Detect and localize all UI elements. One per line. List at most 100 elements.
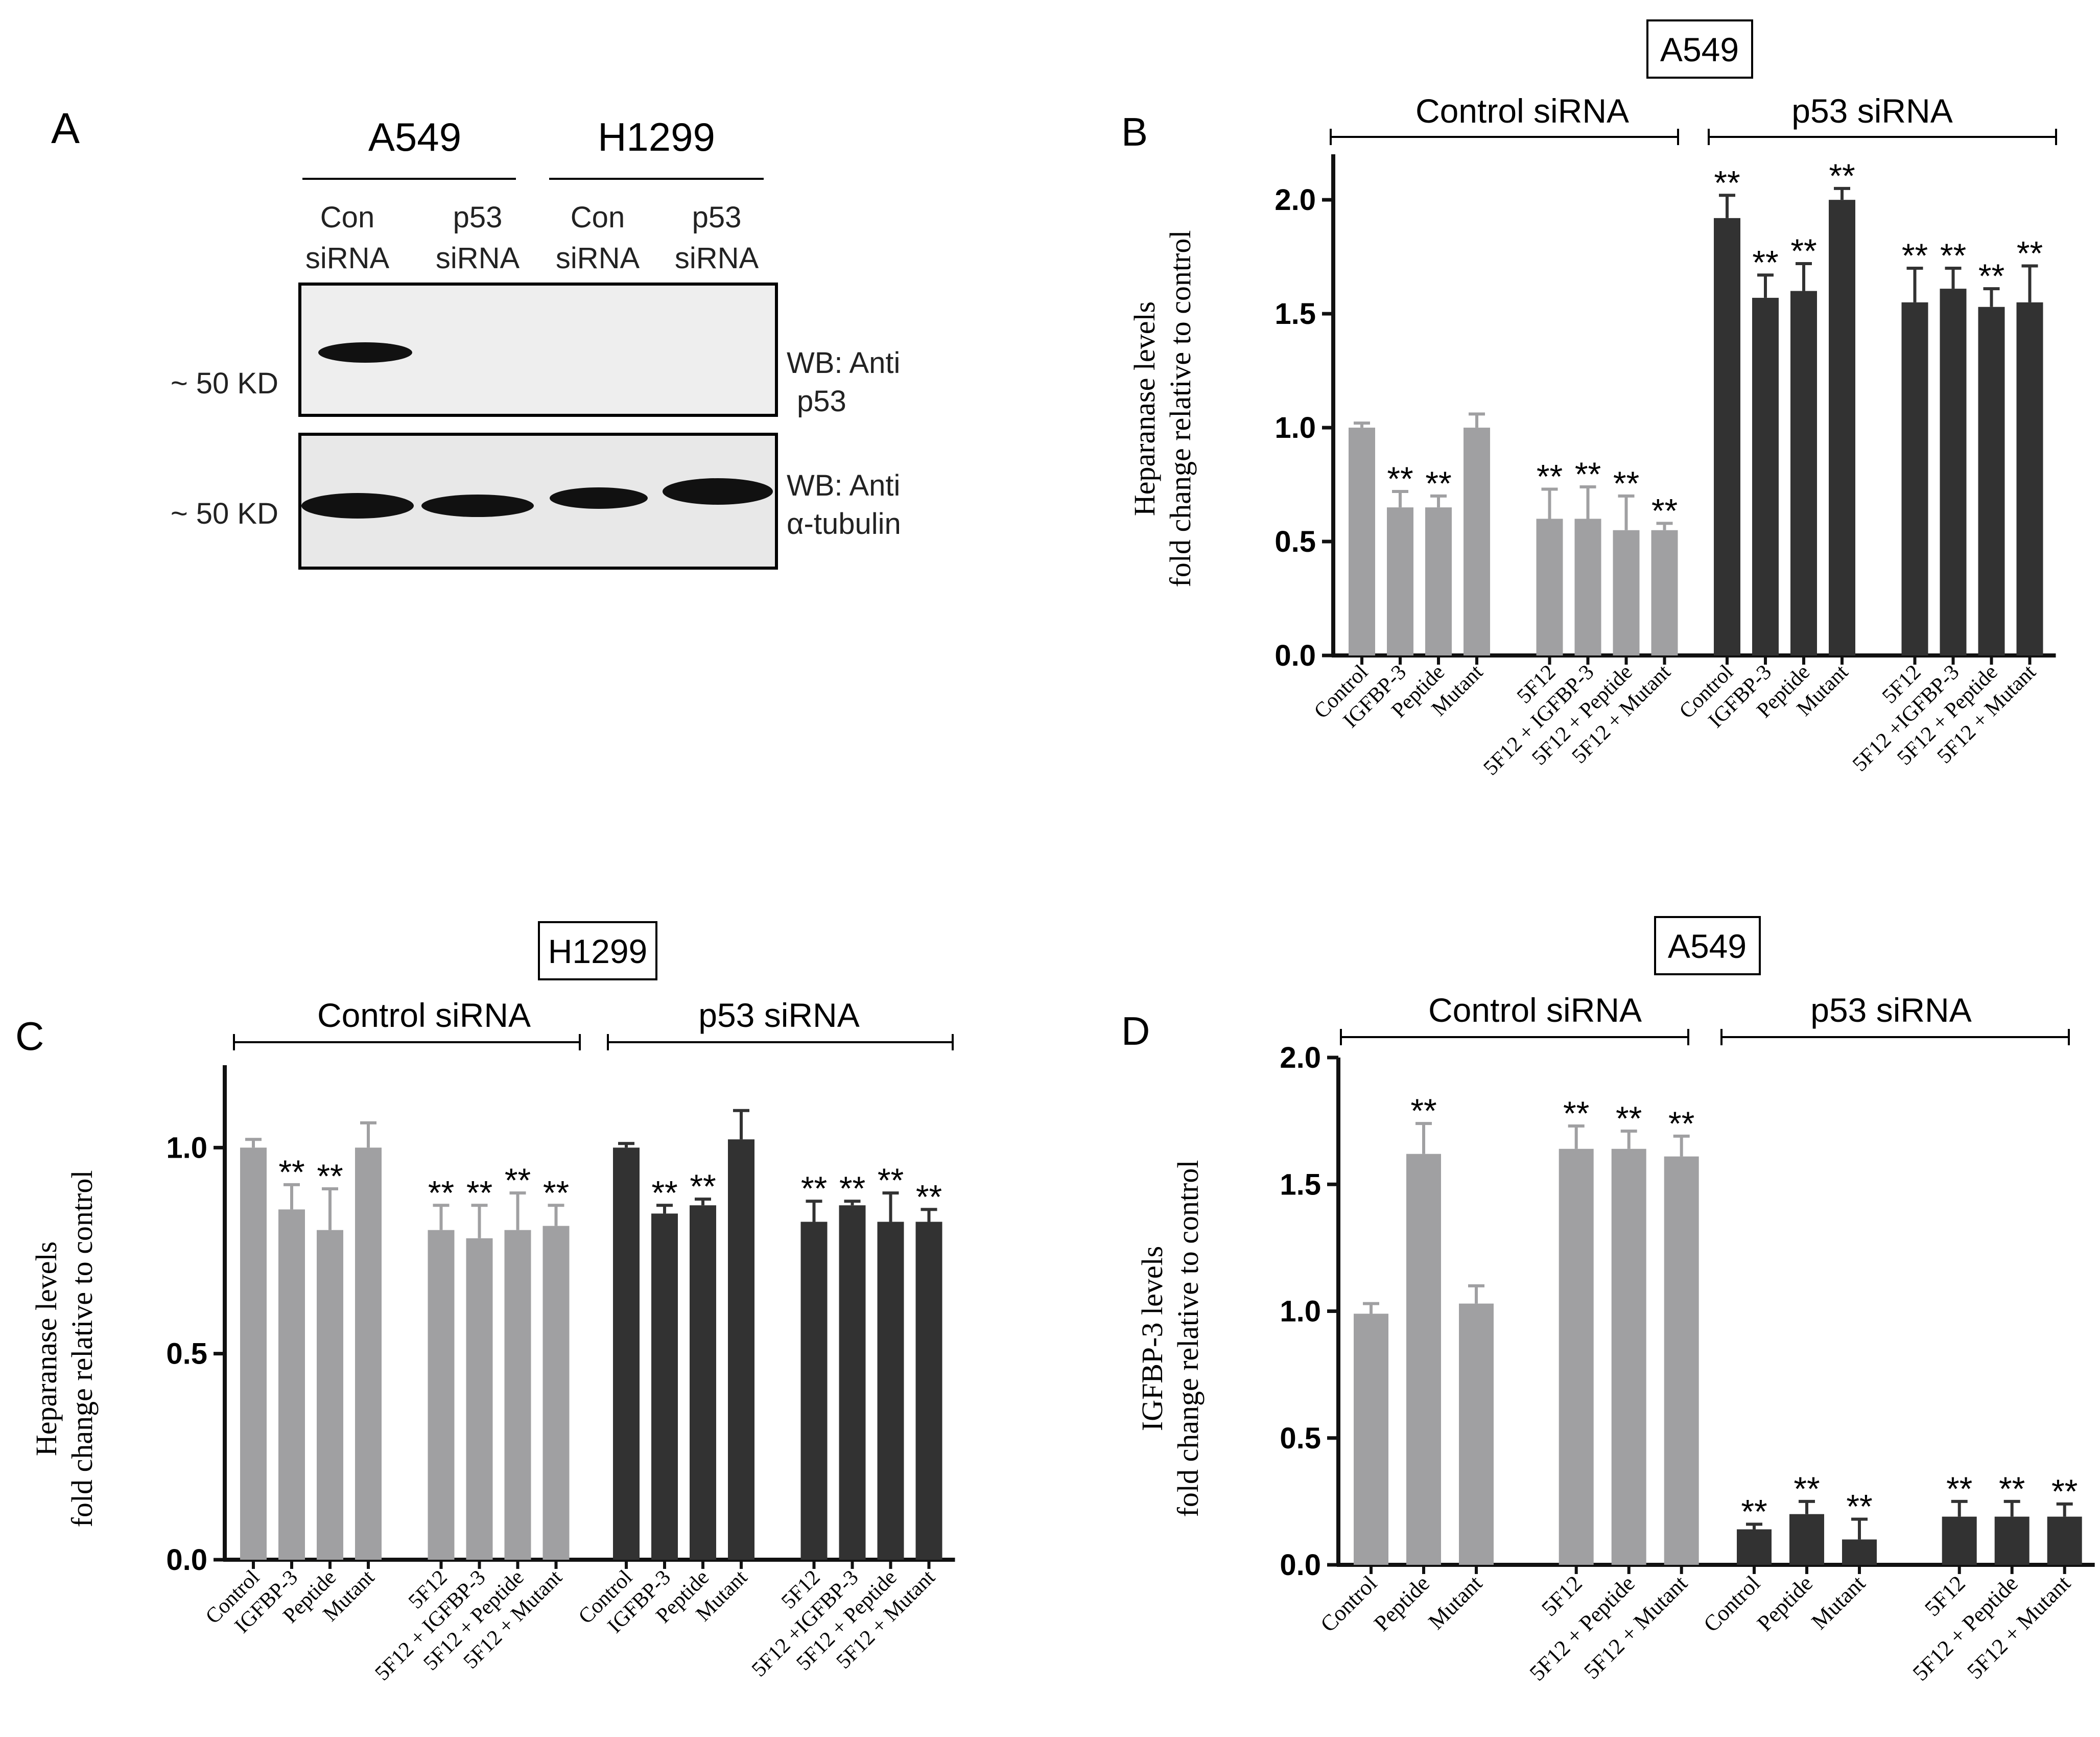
panel-c-cell-line-label: H1299 [548,932,648,970]
panel-c-group-label-control-sirna: Control siRNA [317,996,531,1034]
panel-c-significance-marker: ** [690,1167,716,1205]
blot-p53-wb-label-2: p53 [797,385,846,418]
panel-b-significance-marker: ** [1752,243,1778,281]
panel-d-group-label-p53-sirna: p53 siRNA [1810,991,1971,1029]
panel-d-bar [1459,1303,1494,1565]
panel-label-b: B [1121,109,1148,154]
panel-b-bar [1464,428,1490,655]
panel-b-significance-marker: ** [1940,237,1966,274]
panel-d-significance-marker: ** [1616,1099,1642,1137]
panel-c-bar [800,1222,828,1560]
panel-b-bar [1613,530,1640,655]
panel-c-bar [504,1230,531,1560]
panel-c-significance-marker: ** [505,1161,531,1199]
panel-c-bar [877,1222,904,1560]
panel-b-bar [1536,519,1563,655]
panel-b-cell-line-box [1646,19,1753,79]
panel-d-ytick-label: 0.5 [1280,1422,1321,1455]
panel-c-bar [355,1147,382,1560]
panel-c-significance-marker: ** [651,1173,677,1211]
panel-b-group-label-p53-sirna: p53 siRNA [1791,92,1952,130]
panel-b-significance-marker: ** [1714,163,1740,201]
panel-label-d: D [1121,1008,1150,1053]
panel-b-bar [1940,289,1967,655]
panel-d: A549 D Control siRNA p53 siRNA IGFBP-3 l… [1121,916,2095,1685]
panel-c-significance-marker: ** [801,1169,827,1207]
panel-b-cell-line-label: A549 [1660,31,1739,68]
panel-c-significance-marker: ** [916,1178,942,1215]
panel-b-bar [1574,519,1601,655]
panel-b-ytick-label: 0.5 [1275,525,1316,558]
panel-d-bar [1737,1529,1772,1565]
panel-d-significance-marker: ** [1410,1092,1436,1130]
panel-b-significance-marker: ** [1790,232,1816,270]
panel-d-bar [1942,1516,1977,1565]
panel-d-significance-marker: ** [2051,1472,2078,1510]
cell-line-label-a549: A549 [368,114,461,159]
panel-c-ytick-label: 0.5 [166,1337,207,1371]
panel-b-significance-marker: ** [1829,157,1855,195]
panel-b-ylabel: Heparanase levels fold change relative t… [1128,230,1197,588]
panel-b-significance-marker: ** [1651,491,1678,529]
panel-d-ytick-label: 2.0 [1280,1041,1321,1074]
panel-d-cell-line-label: A549 [1668,927,1747,965]
panel-c-significance-marker: ** [878,1161,904,1199]
panel-b-significance-marker: ** [1575,455,1601,493]
lane-3-label-top: Con [571,201,625,234]
panel-b-plot: 0.00.51.01.52.0Control**IGFBP-3**Peptide… [1275,154,2056,780]
blot-tubulin-band-lane-2 [421,495,534,517]
panel-b-ylabel-line-1: Heparanase levels [1128,301,1161,516]
panel-d-significance-marker: ** [1563,1094,1589,1132]
panel-b-ytick-label: 0.0 [1275,639,1316,672]
panel-c-significance-marker: ** [543,1173,569,1211]
cell-line-label-h1299: H1299 [598,114,715,159]
blot-tubulin-band-lane-3 [550,487,648,509]
panel-d-ytick-label: 1.5 [1280,1168,1321,1201]
panel-c-bar [542,1226,570,1560]
panel-b-bar [1829,200,1855,655]
panel-c-ytick-label: 1.0 [166,1131,207,1164]
blot-p53-mw-label: ~ 50 KD [171,367,278,400]
panel-a: A A549 H1299 Con siRNA p53 siRNA Con siR… [51,104,901,570]
panel-d-category-label: Peptide [1369,1570,1434,1636]
panel-d-significance-marker: ** [1668,1105,1694,1142]
blot-tubulin-wb-label-2: α-tubulin [787,507,901,541]
panel-d-bar [1842,1539,1877,1565]
panel-b-bar [1425,507,1452,655]
panel-b-significance-marker: ** [2017,234,2043,272]
lane-2-label-top: p53 [453,201,503,234]
panel-c-bar [613,1147,640,1560]
panel-c-significance-marker: ** [428,1173,454,1211]
panel-c-bar [317,1230,343,1560]
panel-b-significance-marker: ** [1387,460,1413,498]
panel-d-group-label-control-sirna: Control siRNA [1428,991,1642,1029]
panel-c-bar [728,1139,754,1560]
panel-d-bar [1789,1514,1824,1565]
panel-b-ylabel-line-2: fold change relative to control [1164,230,1197,588]
panel-c-bar [466,1238,493,1560]
panel-d-ylabel-line-1: IGFBP-3 levels [1136,1246,1169,1431]
panel-c-significance-marker: ** [317,1157,343,1195]
panel-c-significance-marker: ** [278,1153,304,1191]
panel-d-cell-line-box [1654,916,1761,975]
panel-d-category-label: Mutant [1807,1570,1871,1634]
lane-1-label-bottom: siRNA [305,242,390,275]
panel-c-cell-line-box [538,921,657,980]
lane-1-label-top: Con [320,201,374,234]
panel-b-significance-marker: ** [1537,457,1563,495]
panel-c-ylabel: Heparanase levels fold change relative t… [30,1170,99,1528]
panel-b: A549 B Control siRNA p53 siRNA Heparanas… [1121,19,2057,780]
panel-d-significance-marker: ** [1846,1488,1872,1525]
panel-d-bar [1994,1516,2030,1565]
panel-d-bar [1406,1154,1441,1565]
panel-c-bar [278,1209,305,1560]
panel-d-significance-marker: ** [1741,1493,1767,1531]
panel-c-bar [839,1205,866,1560]
panel-c: H1299 C Control siRNA p53 siRNA Heparana… [15,921,955,1685]
panel-c-ytick-label: 0.0 [166,1543,207,1577]
panel-c-group-label-p53-sirna: p53 siRNA [698,996,859,1034]
panel-d-ylabel: IGFBP-3 levels fold change relative to c… [1136,1160,1205,1517]
blot-tubulin-band-lane-4 [663,478,773,505]
panel-d-category-label: Control [1698,1570,1765,1637]
